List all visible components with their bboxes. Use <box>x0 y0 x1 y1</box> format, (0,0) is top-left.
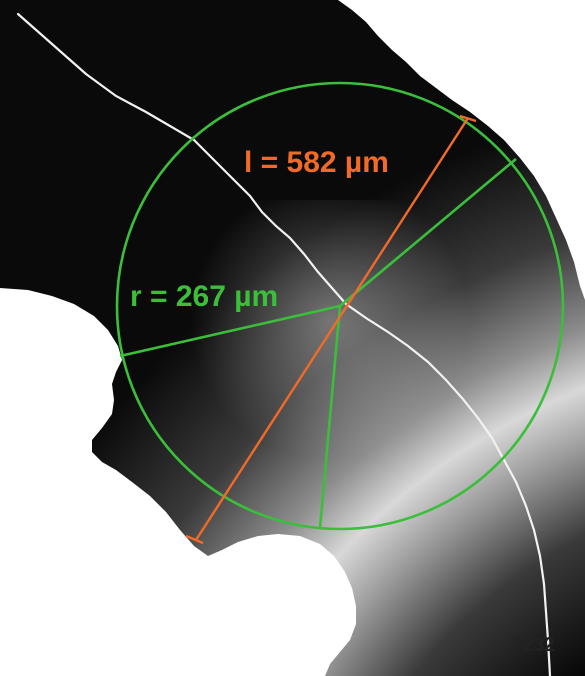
measurement-circle <box>115 81 565 531</box>
radius-line-lower <box>318 305 342 529</box>
frame-number: 2232 <box>512 634 555 656</box>
vessel-centerline <box>16 12 552 676</box>
radius-line-left <box>119 304 341 358</box>
length-line-end-tick-top <box>459 114 477 123</box>
length-line <box>194 117 470 541</box>
radius-label: r = 267 µm <box>130 280 278 313</box>
length-line-end-tick-bottom <box>185 534 204 545</box>
length-label: l = 582 µm <box>244 146 389 179</box>
radius-line-upper-right <box>339 158 517 307</box>
